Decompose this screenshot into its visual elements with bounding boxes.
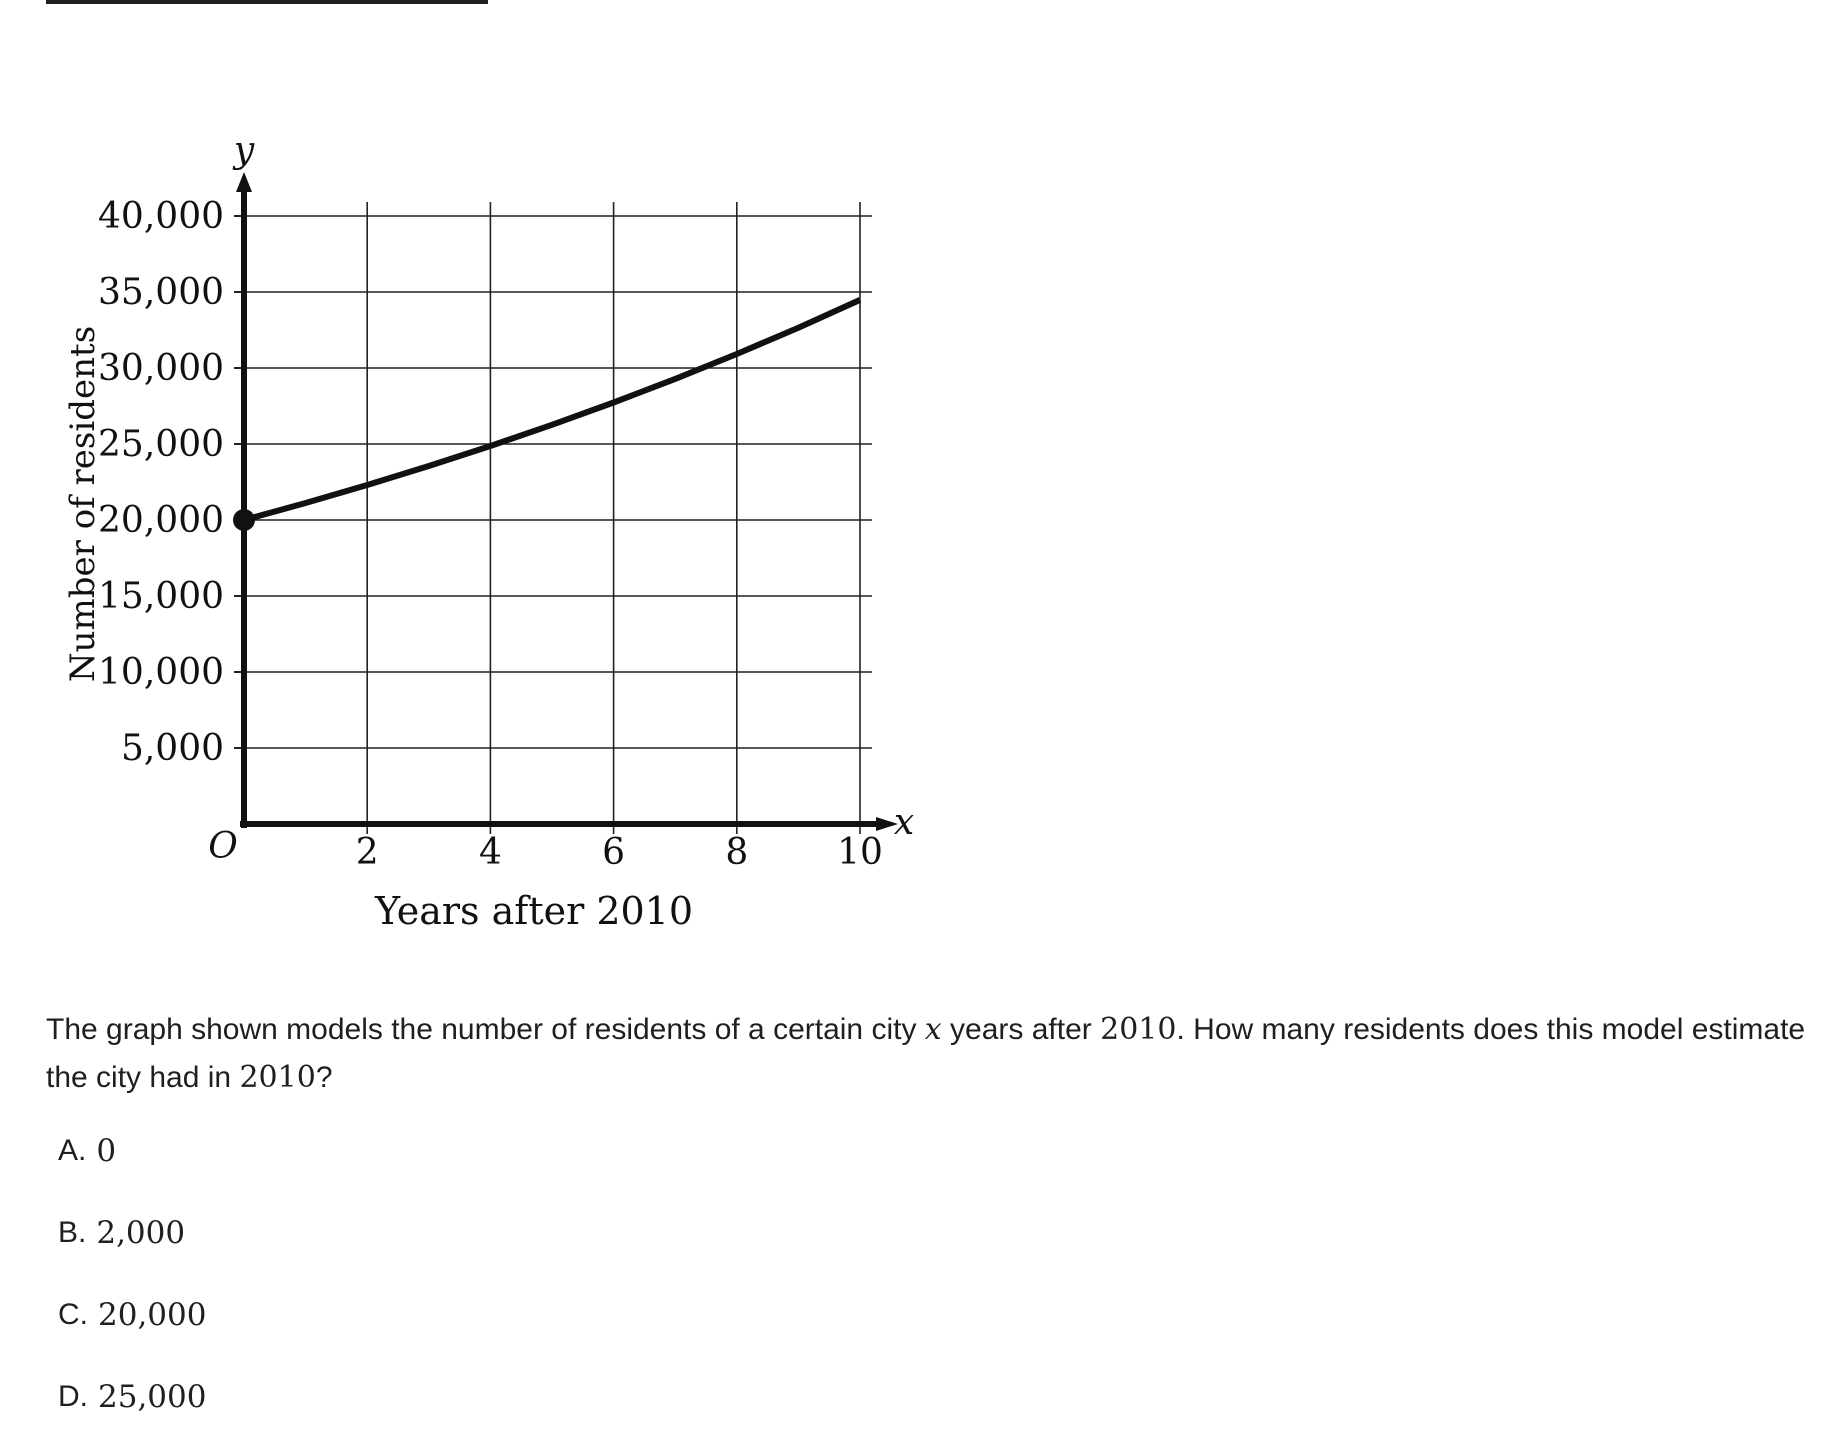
y-tick-label: 15,000 xyxy=(98,576,224,617)
series-line xyxy=(243,297,862,523)
question-variable: x xyxy=(924,1012,942,1047)
y-tick-label: 40,000 xyxy=(98,196,224,237)
y-tick-label: 20,000 xyxy=(98,500,224,541)
x-tick-label: 8 xyxy=(725,832,748,873)
choice-letter: B. xyxy=(58,1216,87,1249)
x-tick-label: 2 xyxy=(356,832,379,873)
origin-label: O xyxy=(208,826,238,867)
choice-value: 2,000 xyxy=(96,1215,186,1251)
y-tick-label: 25,000 xyxy=(98,424,224,465)
x-axis-label: Years after 2010 xyxy=(374,889,693,933)
x-tick-label: 6 xyxy=(602,832,625,873)
y-tick-label: 35,000 xyxy=(98,272,224,313)
answer-choices: A. 0 B. 2,000 C. 20,000 D. 25,000 xyxy=(58,1127,206,1455)
choice-d[interactable]: D. 25,000 xyxy=(58,1373,206,1455)
question-part: ? xyxy=(315,1061,333,1094)
question-year: 2010 xyxy=(239,1060,316,1095)
choice-value: 25,000 xyxy=(98,1379,207,1415)
y-tick-label: 10,000 xyxy=(98,652,224,693)
choice-value: 20,000 xyxy=(98,1297,207,1333)
population-chart: 5,000 10,000 15,000 20,000 25,000 30,000 35,00… xyxy=(63,130,914,933)
question-year: 2010 xyxy=(1100,1012,1177,1047)
y-axis-symbol: y xyxy=(232,130,255,171)
series xyxy=(233,297,862,531)
question-part: . How many residents does this model est… xyxy=(46,1013,1806,1094)
choice-letter: D. xyxy=(58,1380,88,1413)
top-divider xyxy=(46,0,488,4)
x-axis-symbol: x xyxy=(894,802,914,843)
choice-c[interactable]: C. 20,000 xyxy=(58,1291,206,1373)
y-intercept-point xyxy=(233,509,255,531)
x-tick-label: 10 xyxy=(837,832,883,873)
tick-labels: 5,000 10,000 15,000 20,000 25,000 30,000 35,00… xyxy=(98,196,883,873)
choice-value: 0 xyxy=(96,1133,117,1169)
choice-letter: A. xyxy=(58,1134,87,1167)
choice-b[interactable]: B. 2,000 xyxy=(58,1209,206,1291)
question-part: years after xyxy=(941,1013,1101,1046)
y-tick-label: 30,000 xyxy=(98,348,224,389)
x-axis-arrow xyxy=(876,817,898,831)
y-axis-arrow xyxy=(236,172,252,192)
question-text: The graph shown models the number of res… xyxy=(46,1006,1806,1102)
axes xyxy=(234,172,898,831)
grid xyxy=(244,202,872,834)
choice-letter: C. xyxy=(58,1298,88,1331)
question-part: The graph shown models the number of res… xyxy=(46,1013,925,1046)
y-tick-label: 5,000 xyxy=(121,728,224,769)
choice-a[interactable]: A. 0 xyxy=(58,1127,206,1209)
x-tick-label: 4 xyxy=(479,832,502,873)
y-axis-label: Number of residents xyxy=(63,326,103,682)
